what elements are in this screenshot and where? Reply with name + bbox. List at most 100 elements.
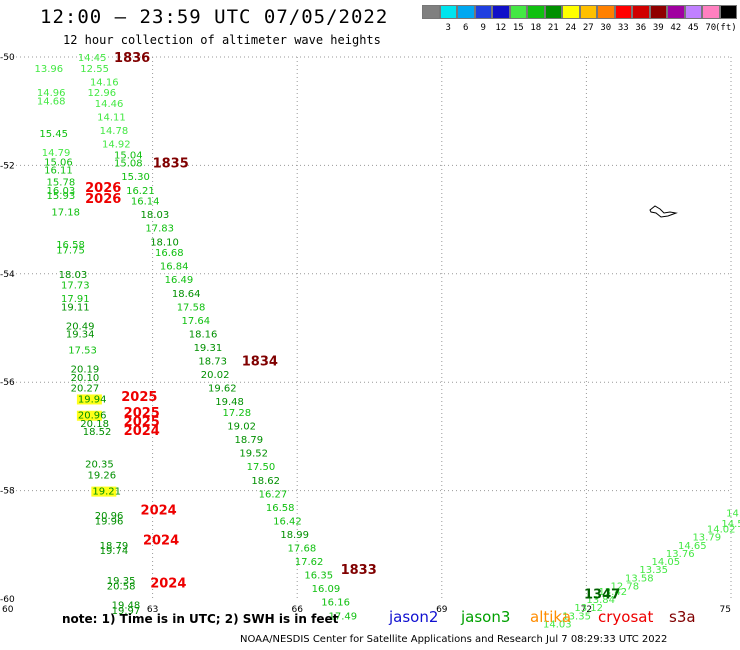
wave-height-point: 16.68 [155,248,184,259]
x-tick-label: 60 [2,605,14,615]
color-scale-label: 21 [547,23,559,33]
wave-height-point: 13.79 [692,533,721,544]
wave-height-point: 16.58 [56,240,85,251]
color-scale-box [544,5,562,19]
wave-height-point: 18.79 [235,435,264,446]
wave-height-point: 19.26 [88,470,117,481]
wave-height-point: 19.02 [227,422,256,433]
wave-height-point: 17.49 [329,611,358,622]
wave-height-point: 20.18 [80,419,109,430]
wave-height-point: 17.28 [222,408,251,419]
wave-height-point: 18.10 [150,237,179,248]
wave-height-point: 14.05 [651,557,680,568]
wave-height-point: 17.62 [295,557,324,568]
wave-height-point: 16.16 [321,598,350,609]
wave-height-point: 19.48 [215,397,244,408]
wave-height-point: 14.65 [678,541,707,552]
wave-height-point: 19.74 [100,546,129,557]
wave-height-point: 13.96 [35,64,64,75]
satellite-cryosat: cryosat [598,608,654,626]
wave-height-point: 18.73 [198,357,227,368]
wave-height-point: 19.97 [112,606,141,617]
wave-height-point: 20.02 [201,370,230,381]
wave-height-point: 20.96 [78,411,107,422]
x-tick-label: 72 [581,605,592,615]
time-label: 1347 [584,588,620,603]
wave-height-point: 14.03 [543,619,572,630]
x-tick-label: 66 [291,605,303,615]
wave-height-point: 16.03 [47,186,76,197]
wave-height-point: 16.58 [266,503,295,514]
wave-height-point: 14.36 [726,508,740,519]
wave-height-point: 20.49 [66,321,95,332]
color-scale-box [474,5,492,19]
y-tick-label: -58 [0,487,15,497]
time-label: 2024 [143,533,179,548]
wave-height-point: 19.11 [61,302,90,313]
wave-height-highlight [91,486,117,497]
wave-height-point: 19.62 [208,384,237,395]
wave-height-point: 19.94 [78,394,107,405]
wave-height-point: 14.68 [37,96,66,107]
color-scale-label: 24 [565,23,577,33]
wave-height-point: 14.11 [97,113,126,124]
wave-height-point: 19.96 [95,516,124,527]
color-scale-label: 15 [512,23,524,33]
color-scale-label: 33 [617,23,629,33]
chart-title: 12:00 – 23:59 UTC 07/05/2022 [40,6,389,28]
wave-height-point: 18.16 [189,329,218,340]
satellite-s3a: s3a [669,608,696,626]
time-label: 2026 [85,192,121,207]
wave-height-point: 17.68 [288,544,317,555]
wave-height-point: 17.73 [61,281,90,292]
color-scale-label: 36 [635,23,647,33]
wave-height-point: 14.78 [100,126,129,137]
y-tick-label: -50 [0,53,15,63]
x-tick-label: 69 [436,605,448,615]
wave-height-point: 14.16 [90,77,119,88]
wave-height-point: 17.64 [182,316,211,327]
color-scale-box [509,5,527,19]
color-scale-box [719,5,737,19]
wave-height-point: 18.52 [83,427,112,438]
wave-height-point: 12.96 [88,88,117,99]
color-scale-box [667,5,685,19]
wave-height-point: 20.35 [85,460,114,471]
wave-height-point: 17.58 [177,302,206,313]
wave-height-point: 19.31 [194,343,223,354]
y-tick-label: -60 [0,595,15,605]
wave-height-point: 19.21 [92,487,121,498]
x-tick-label: 75 [720,605,731,615]
wave-height-point: 13.58 [625,573,654,584]
color-scale-unit: (ft) [715,23,737,33]
wave-height-point: 15.04 [114,151,143,162]
wave-height-point: 15.45 [39,129,68,140]
color-scale-box [597,5,615,19]
color-scale-label: 9 [480,23,486,33]
wave-height-point: 14.51 [721,519,740,530]
footnote: note: 1) Time is in UTC; 2) SWH is in fe… [62,612,339,626]
satellite-jason3: jason3 [461,608,511,626]
color-scale-box [457,5,475,19]
time-label: 2024 [141,504,177,519]
color-scale-label: 30 [600,23,612,33]
wave-height-point: 19.52 [239,449,268,460]
wave-height-point: 15.93 [47,191,76,202]
wave-height-point: 17.91 [61,294,90,305]
color-scale-box [579,5,597,19]
color-scale-label: 6 [463,23,469,33]
wave-height-highlight [76,394,102,405]
wave-height-point: 16.11 [44,166,73,177]
wave-height-point: 13.84 [586,595,615,606]
wave-height-point: 16.27 [259,489,288,500]
wave-height-point: 17.50 [247,462,276,473]
wave-height-point: 16.14 [131,197,160,208]
time-label: 1836 [114,51,150,66]
time-label: 1835 [153,157,189,172]
wave-height-point: 17.83 [145,224,174,235]
wave-height-point: 20.96 [95,511,124,522]
wave-height-point: 18.03 [59,270,88,281]
y-tick-label: -56 [0,378,15,388]
wave-height-point: 20.19 [71,365,100,376]
